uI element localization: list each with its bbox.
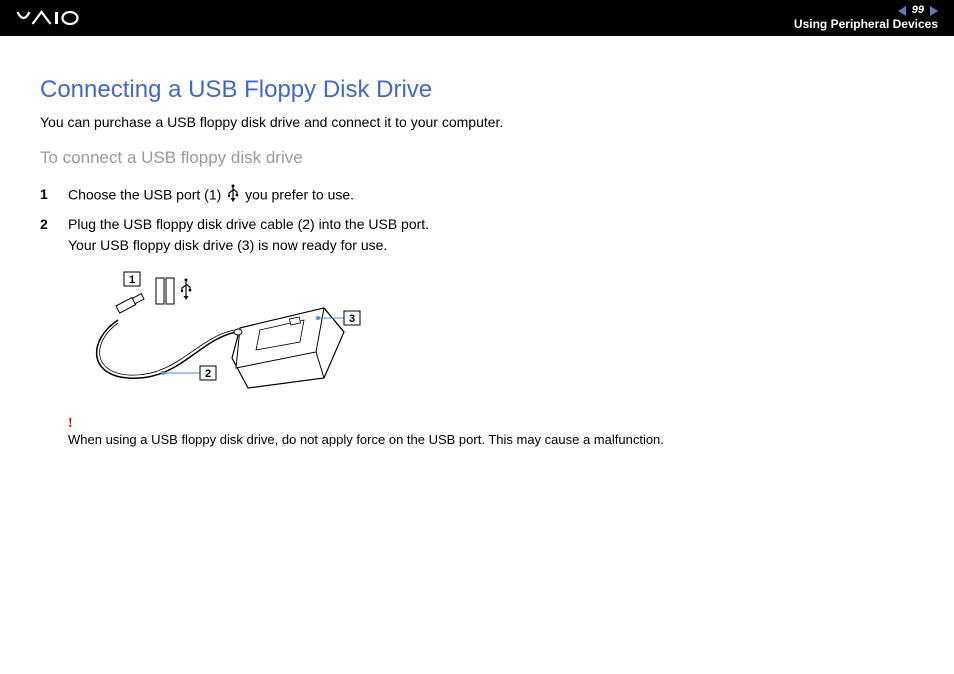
step2-line1: Plug the USB floppy disk drive cable (2)… xyxy=(68,216,429,232)
step-number: 2 xyxy=(40,214,68,256)
nav-next-icon[interactable] xyxy=(930,6,938,16)
header-bar: 99 Using Peripheral Devices xyxy=(0,0,954,36)
callout-3-label: 3 xyxy=(349,313,355,325)
subtitle: To connect a USB floppy disk drive xyxy=(40,148,914,168)
section-label: Using Peripheral Devices xyxy=(794,17,938,31)
connection-diagram: 1 2 xyxy=(68,270,914,405)
step-number: 1 xyxy=(40,184,68,208)
floppy-drive-shape xyxy=(232,308,344,388)
callout-2-label: 2 xyxy=(205,368,211,380)
step-list: 1 Choose the USB port (1) you prefer to … xyxy=(40,184,914,256)
page-nav: 99 xyxy=(898,4,938,17)
page-number: 99 xyxy=(912,4,924,17)
step1-before: Choose the USB port (1) xyxy=(68,187,225,203)
step-item: 2 Plug the USB floppy disk drive cable (… xyxy=(40,214,914,256)
vaio-logo xyxy=(16,9,106,27)
nav-prev-icon[interactable] xyxy=(898,6,906,16)
warning-text: When using a USB floppy disk drive, do n… xyxy=(68,432,914,447)
usb-icon xyxy=(227,184,239,208)
step1-after: you prefer to use. xyxy=(245,187,354,203)
page-title: Connecting a USB Floppy Disk Drive xyxy=(40,76,914,104)
step-text: Plug the USB floppy disk drive cable (2)… xyxy=(68,214,914,256)
intro-text: You can purchase a USB floppy disk drive… xyxy=(40,114,914,130)
warning-icon: ! xyxy=(68,416,73,431)
page-content: Connecting a USB Floppy Disk Drive You c… xyxy=(0,36,954,447)
step-text: Choose the USB port (1) you prefer to us… xyxy=(68,184,914,208)
header-right: 99 Using Peripheral Devices xyxy=(794,4,938,32)
warning-note: ! When using a USB floppy disk drive, do… xyxy=(68,415,914,447)
callout-1-label: 1 xyxy=(129,274,135,286)
step2-line2: Your USB floppy disk drive (3) is now re… xyxy=(68,237,387,253)
step-item: 1 Choose the USB port (1) you prefer to … xyxy=(40,184,914,208)
